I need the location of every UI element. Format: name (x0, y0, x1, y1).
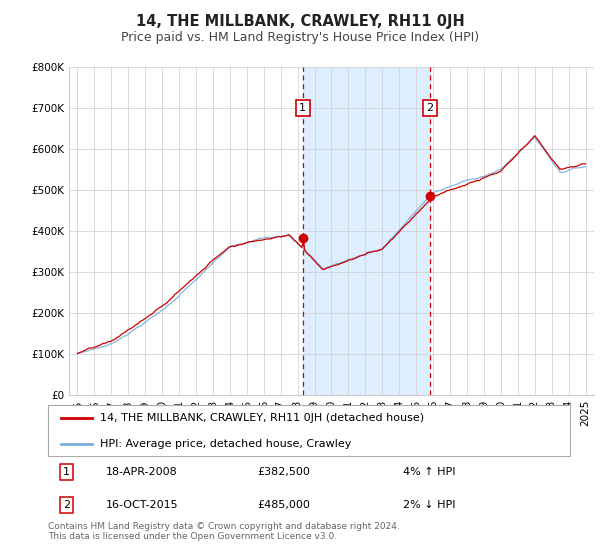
Text: £382,500: £382,500 (257, 467, 310, 477)
Text: £485,000: £485,000 (257, 500, 310, 510)
Text: HPI: Average price, detached house, Crawley: HPI: Average price, detached house, Craw… (100, 438, 352, 449)
Text: 1: 1 (63, 467, 70, 477)
Text: 14, THE MILLBANK, CRAWLEY, RH11 0JH (detached house): 14, THE MILLBANK, CRAWLEY, RH11 0JH (det… (100, 413, 424, 423)
Text: Price paid vs. HM Land Registry's House Price Index (HPI): Price paid vs. HM Land Registry's House … (121, 31, 479, 44)
Text: 14, THE MILLBANK, CRAWLEY, RH11 0JH: 14, THE MILLBANK, CRAWLEY, RH11 0JH (136, 14, 464, 29)
Text: 2: 2 (426, 103, 433, 113)
Text: 18-APR-2008: 18-APR-2008 (106, 467, 177, 477)
Bar (303, 67, 430, 395)
Text: 2% ↓ HPI: 2% ↓ HPI (403, 500, 455, 510)
Text: 4% ↑ HPI: 4% ↑ HPI (403, 467, 455, 477)
Text: 1: 1 (299, 103, 306, 113)
Text: 16-OCT-2015: 16-OCT-2015 (106, 500, 178, 510)
Text: Contains HM Land Registry data © Crown copyright and database right 2024.
This d: Contains HM Land Registry data © Crown c… (48, 522, 400, 542)
Text: 2: 2 (63, 500, 70, 510)
